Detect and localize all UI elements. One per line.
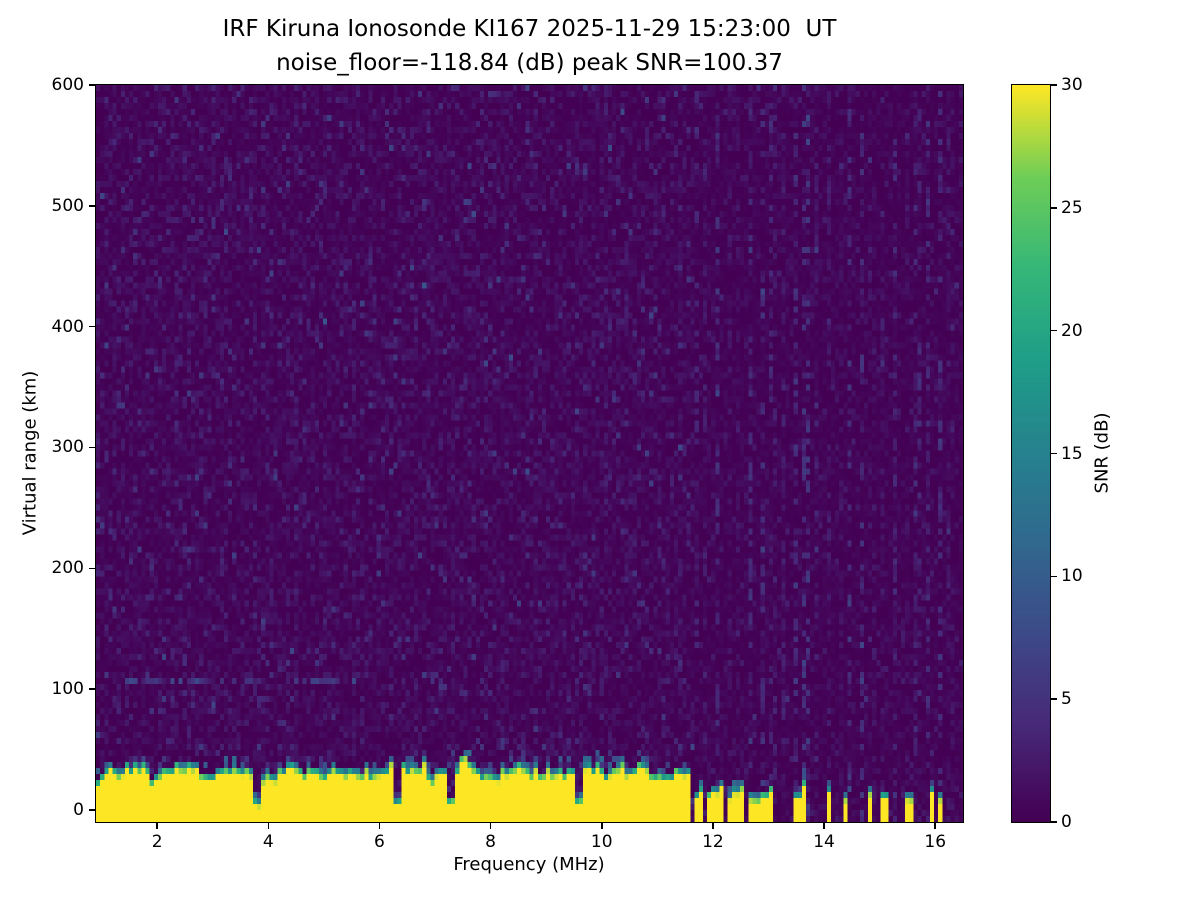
x-tick-label: 6	[374, 832, 385, 852]
x-tick-label: 2	[152, 832, 163, 852]
x-tick-label: 10	[591, 832, 613, 852]
x-tick-label: 16	[924, 832, 946, 852]
colorbar-tick-mark	[1051, 207, 1057, 209]
colorbar-tick-label: 5	[1061, 689, 1072, 709]
y-tick-mark	[89, 447, 95, 449]
x-tick-label: 14	[813, 832, 835, 852]
colorbar-tick-label: 0	[1061, 812, 1072, 832]
y-tick-mark	[89, 326, 95, 328]
figure-title: IRF Kiruna Ionosonde KI167 2025-11-29 15…	[96, 12, 963, 80]
y-tick-label: 600	[52, 75, 84, 95]
y-tick-mark	[89, 809, 95, 811]
y-tick-mark	[89, 205, 95, 207]
colorbar-tick-label: 15	[1061, 444, 1083, 464]
colorbar-gradient	[1011, 84, 1051, 823]
x-tick-mark	[490, 823, 492, 829]
x-tick-mark	[712, 823, 714, 829]
title-line-2: noise_floor=-118.84 (dB) peak SNR=100.37	[96, 46, 963, 80]
x-tick-label: 12	[702, 832, 724, 852]
ionogram-heatmap	[95, 84, 964, 823]
y-tick-label: 300	[52, 437, 84, 457]
colorbar-tick-mark	[1051, 453, 1057, 455]
x-tick-label: 4	[263, 832, 274, 852]
y-tick-label: 400	[52, 317, 84, 337]
y-tick-mark	[89, 688, 95, 690]
y-tick-label: 500	[52, 196, 84, 216]
y-tick-mark	[89, 84, 95, 86]
x-tick-mark	[379, 823, 381, 829]
x-tick-mark	[601, 823, 603, 829]
colorbar-tick-label: 20	[1061, 321, 1083, 341]
x-axis-label: Frequency (MHz)	[453, 854, 604, 875]
colorbar-tick-mark	[1051, 698, 1057, 700]
colorbar-tick-mark	[1051, 84, 1057, 86]
x-tick-label: 8	[485, 832, 496, 852]
colorbar-tick-mark	[1051, 821, 1057, 823]
colorbar-tick-label: 25	[1061, 198, 1083, 218]
colorbar-tick-label: 10	[1061, 566, 1083, 586]
colorbar-tick-mark	[1051, 330, 1057, 332]
ionogram-figure: IRF Kiruna Ionosonde KI167 2025-11-29 15…	[0, 0, 1200, 900]
x-tick-mark	[934, 823, 936, 829]
y-tick-label: 200	[52, 558, 84, 578]
title-line-1: IRF Kiruna Ionosonde KI167 2025-11-29 15…	[96, 12, 963, 46]
colorbar-label: SNR (dB)	[1092, 413, 1113, 494]
x-tick-mark	[268, 823, 270, 829]
y-tick-label: 100	[52, 679, 84, 699]
x-tick-mark	[156, 823, 158, 829]
y-axis-label: Virtual range (km)	[20, 371, 41, 536]
y-tick-mark	[89, 568, 95, 570]
colorbar-tick-mark	[1051, 576, 1057, 578]
colorbar-tick-label: 30	[1061, 75, 1083, 95]
y-tick-label: 0	[73, 800, 84, 820]
x-tick-mark	[823, 823, 825, 829]
